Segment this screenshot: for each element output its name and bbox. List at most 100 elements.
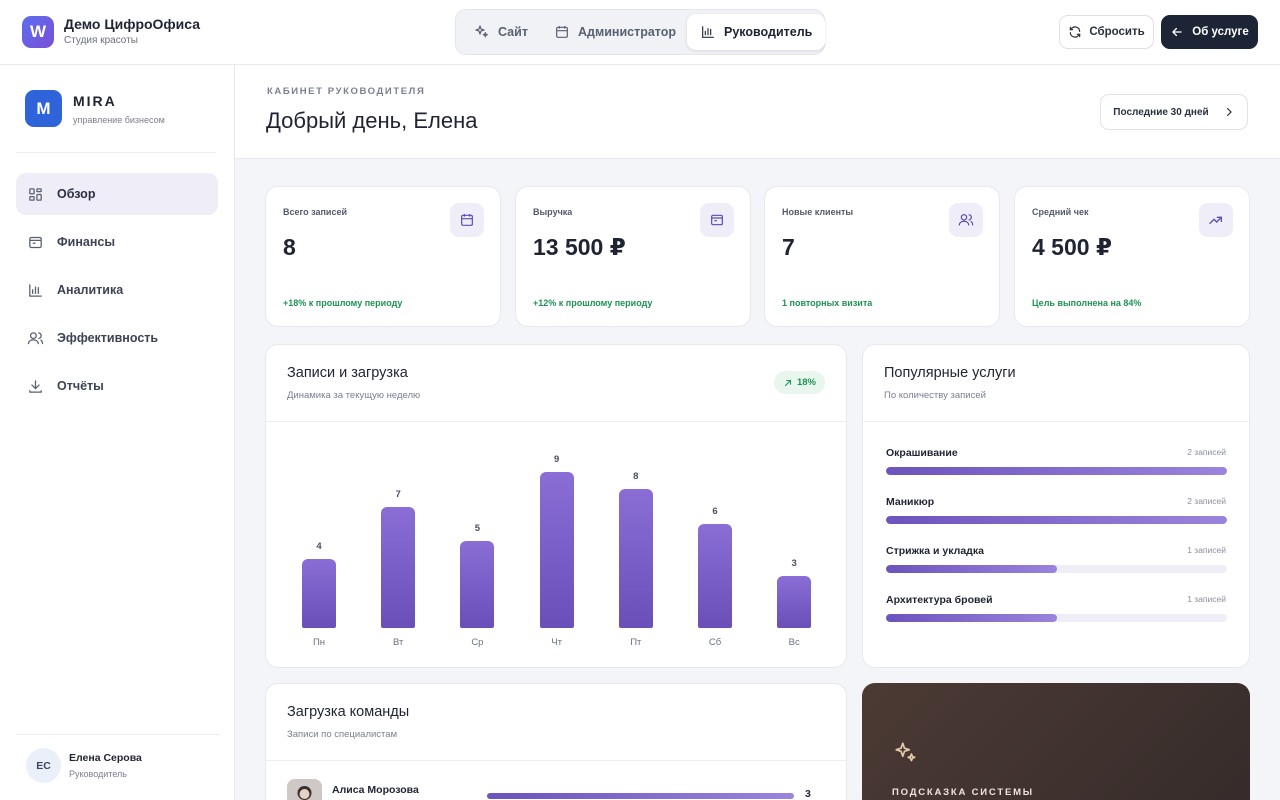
chart-category-label: Ср [471,637,484,648]
sidebar-item-finance[interactable]: Финансы [16,221,218,263]
app-name: MIRA [73,93,117,109]
brand-logo[interactable]: W [22,16,54,48]
page-header: КАБИНЕТ РУКОВОДИТЕЛЯ Добрый день, Елена … [235,65,1280,159]
sparkles-icon [895,742,916,762]
chevron-right-icon [1226,107,1232,117]
panel-subtitle: Динамика за текущую неделю [287,390,421,401]
about-service-button[interactable]: Об услуге [1161,15,1258,49]
reset-label: Сбросить [1089,26,1145,38]
mode-switch: Сайт Администратор Руководитель [455,9,826,55]
mode-tab-site[interactable]: Сайт [461,14,541,50]
stat-card-bookings: Всего записей 8 +18% к прошлому периоду [265,186,501,327]
chart-data-label: 6 [712,506,718,517]
bar-chart-icon [702,26,714,38]
stat-label: Выручка [533,207,573,217]
sidebar-item-analytics[interactable]: Аналитика [16,269,218,311]
service-count: 1 записей [1187,594,1226,604]
service-progress-fill [886,516,1227,524]
user-name: Елена Серова [69,752,142,764]
service-count: 2 записей [1187,447,1226,457]
sidebar-item-reports[interactable]: Отчёты [16,365,218,407]
chart-category-label: Вт [393,637,404,648]
sidebar-item-efficiency[interactable]: Эффективность [16,317,218,359]
app-subtitle: управление бизнесом [73,115,165,125]
chart-data-label: 9 [553,454,560,465]
chart-data-label: 3 [791,558,797,569]
stat-note: +12% к прошлому периоду [533,298,653,308]
sidebar-item-label: Финансы [57,235,116,249]
chart-data-label: 5 [474,523,481,535]
stat-value: 13 500 ₽ [533,234,626,260]
brand-subtitle: Студия красоты [64,35,138,46]
chart-bar [460,541,495,628]
service-progress-fill [886,467,1227,475]
dashboard-icon [29,187,42,201]
divider [16,152,216,153]
bar-chart-icon [29,283,42,297]
chart-category-label: Пт [630,637,642,648]
stat-label: Всего записей [283,207,348,217]
calendar-icon [556,26,568,38]
stat-value: 7 [782,234,795,260]
service-progress [886,467,1227,475]
team-member-name: Алиса Морозова [332,784,419,796]
chart-category-label: Вс [788,637,800,648]
panel-title: Популярные услуги [884,365,1016,381]
divider [266,760,846,761]
chart-category-label: Чт [551,637,562,648]
service-count: 2 записей [1187,496,1226,506]
users-icon [949,203,983,237]
stat-note: +18% к прошлому периоду [283,298,403,308]
bookings-panel: Записи и загрузка Динамика за текущую не… [265,344,847,668]
brand-name: Демо ЦифроОфиса [64,16,201,32]
chart-data-label: 7 [395,488,401,500]
popular-services-panel: Популярные услуги По количеству записей … [862,344,1250,668]
chart-bar [539,472,574,628]
download-icon [29,379,42,393]
divider [16,734,220,735]
sidebar-item-overview[interactable]: Обзор [16,173,218,215]
mode-tab-label: Сайт [498,25,528,39]
service-name: Архитектура бровей [886,594,993,606]
stat-label: Средний чек [1032,207,1089,217]
service-progress-fill [886,614,1057,622]
trend-badge: 18% [773,371,825,394]
system-hint-card: ПОДСКАЗКА СИСТЕМЫ [862,683,1250,800]
stat-value: 4 500 ₽ [1032,234,1112,260]
stat-card-new-clients: Новые клиенты 7 1 повторных визита [764,186,1000,327]
refresh-icon [1070,26,1081,38]
chart-bar [698,524,732,628]
avatar[interactable]: ЕС [26,748,61,783]
sidebar-item-label: Обзор [57,187,96,201]
service-name: Маникюр [886,496,935,508]
divider [266,421,846,422]
chart-bar [777,576,812,628]
trending-up-icon [1199,203,1233,237]
chart-bar [381,506,416,628]
service-name: Стрижка и укладка [886,545,984,557]
service-progress-fill [886,565,1057,573]
sparkles-icon [475,25,488,38]
divider [863,421,1249,422]
mode-tab-admin[interactable]: Администратор [541,14,689,50]
stat-card-average-check: Средний чек 4 500 ₽ Цель выполнена на 84… [1014,186,1250,327]
stat-note: 1 повторных визита [782,298,873,308]
trend-value: 18% [796,377,816,388]
sidebar-item-label: Отчёты [57,379,104,393]
mode-tab-manager[interactable]: Руководитель [687,14,826,50]
service-name: Окрашивание [886,447,958,459]
wallet-icon [29,236,42,248]
page-title: Добрый день, Елена [266,108,478,133]
stat-value: 8 [283,234,296,260]
about-label: Об услуге [1192,26,1249,38]
app-logo: M [25,90,62,127]
period-selector[interactable]: Последние 30 дней [1100,94,1248,130]
panel-subtitle: По количеству записей [884,390,986,401]
avatar [287,779,322,800]
reset-button[interactable]: Сбросить [1059,15,1154,49]
user-role: Руководитель [69,769,127,779]
panel-title: Записи и загрузка [287,365,408,381]
sidebar-item-label: Эффективность [57,331,159,345]
calendar-icon [450,203,484,237]
users-icon [27,331,44,344]
